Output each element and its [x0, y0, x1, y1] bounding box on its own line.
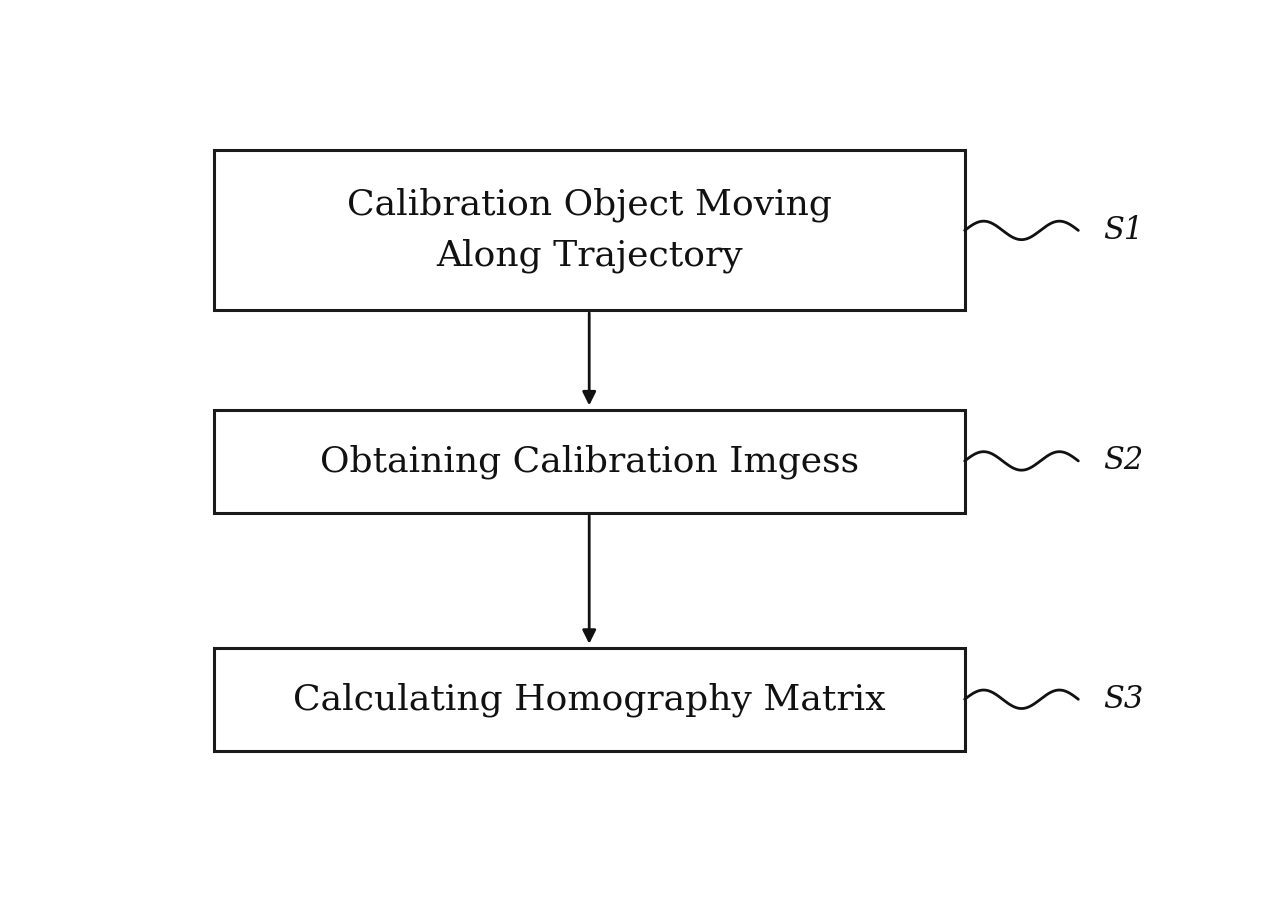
Bar — [214, 409, 965, 513]
Text: S1: S1 — [1103, 215, 1144, 246]
Text: S3: S3 — [1103, 684, 1144, 715]
Text: Obtaining Calibration Imgess: Obtaining Calibration Imgess — [320, 444, 859, 479]
Bar — [214, 150, 965, 310]
Text: Calculating Homography Matrix: Calculating Homography Matrix — [293, 683, 886, 717]
Bar — [214, 648, 965, 751]
Text: S2: S2 — [1103, 445, 1144, 477]
Text: Calibration Object Moving
Along Trajectory: Calibration Object Moving Along Trajecto… — [347, 188, 831, 273]
